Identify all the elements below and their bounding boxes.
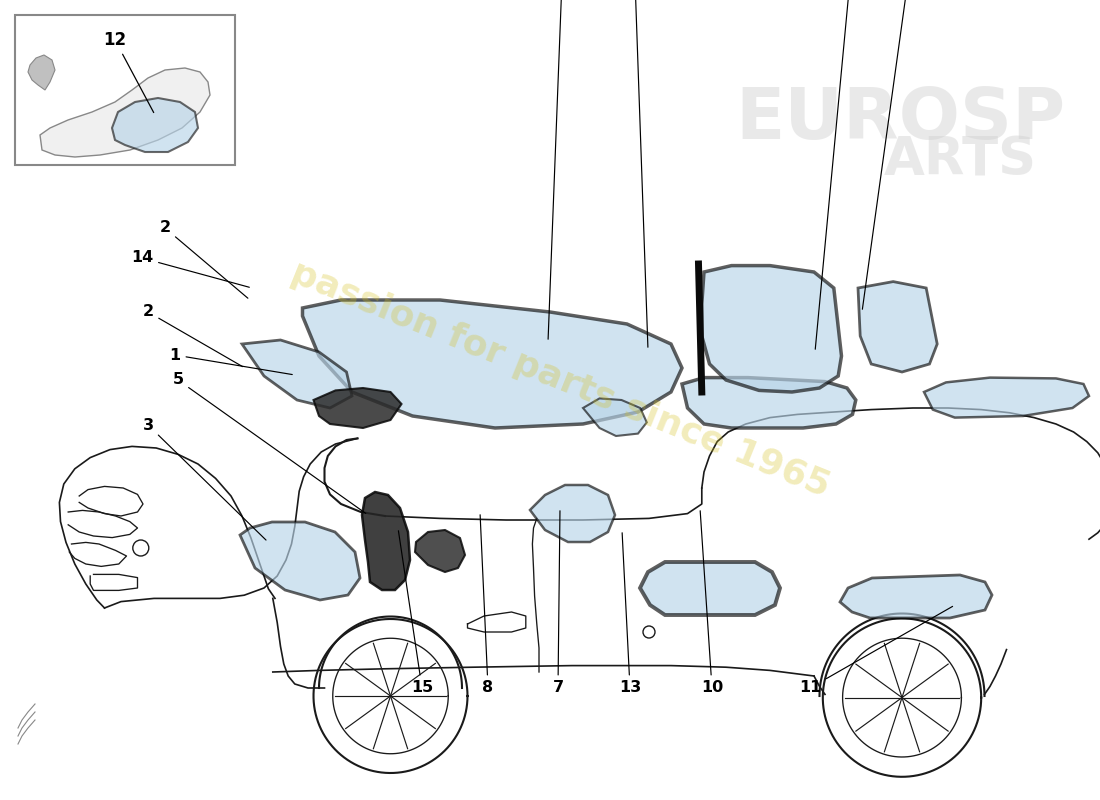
Polygon shape bbox=[362, 492, 410, 590]
Polygon shape bbox=[702, 266, 842, 392]
Polygon shape bbox=[415, 530, 465, 572]
Text: 5: 5 bbox=[173, 373, 365, 514]
Text: 8: 8 bbox=[480, 514, 494, 695]
Text: 11: 11 bbox=[799, 606, 953, 695]
Text: 12: 12 bbox=[103, 31, 154, 113]
Polygon shape bbox=[28, 55, 55, 90]
FancyBboxPatch shape bbox=[15, 15, 235, 165]
Text: 4: 4 bbox=[815, 0, 856, 350]
Text: 14: 14 bbox=[131, 250, 250, 287]
Polygon shape bbox=[682, 378, 856, 428]
Text: 6: 6 bbox=[629, 0, 648, 347]
Text: passion for parts since 1965: passion for parts since 1965 bbox=[286, 256, 835, 504]
Polygon shape bbox=[242, 340, 352, 408]
Polygon shape bbox=[924, 378, 1089, 418]
Polygon shape bbox=[530, 485, 615, 542]
Text: 14: 14 bbox=[548, 0, 573, 339]
Text: 10: 10 bbox=[701, 510, 723, 695]
Text: 3: 3 bbox=[142, 418, 266, 540]
Polygon shape bbox=[583, 398, 647, 436]
Text: 13: 13 bbox=[619, 533, 641, 695]
Polygon shape bbox=[302, 300, 682, 428]
Text: 2: 2 bbox=[142, 305, 243, 366]
Text: ARTS: ARTS bbox=[883, 134, 1036, 186]
Text: 9: 9 bbox=[862, 0, 914, 310]
Polygon shape bbox=[640, 562, 780, 615]
Polygon shape bbox=[240, 522, 360, 600]
Text: 15: 15 bbox=[398, 530, 433, 695]
Polygon shape bbox=[858, 282, 937, 372]
Polygon shape bbox=[112, 98, 198, 152]
Polygon shape bbox=[314, 388, 402, 428]
Text: 1: 1 bbox=[169, 347, 293, 374]
Polygon shape bbox=[840, 575, 992, 618]
Text: 2: 2 bbox=[160, 221, 248, 298]
Polygon shape bbox=[40, 68, 210, 157]
Text: 7: 7 bbox=[552, 510, 563, 695]
Text: EUROSP: EUROSP bbox=[735, 86, 1065, 154]
